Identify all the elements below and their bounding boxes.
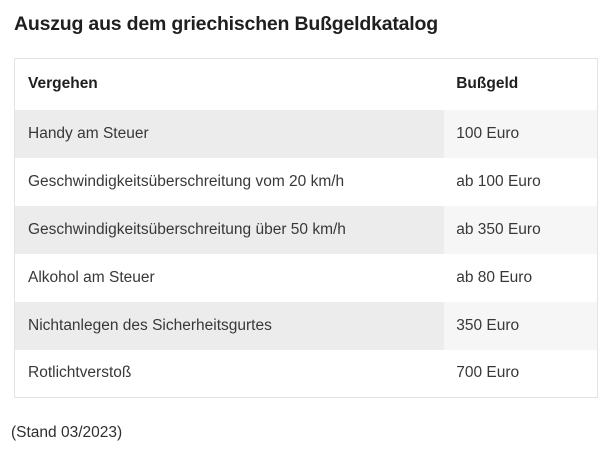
fine-cell: ab 80 Euro [444,253,598,302]
column-header-bussgeld: Bußgeld [444,58,598,110]
table-row: Handy am Steuer 100 Euro [14,109,598,158]
page-title: Auszug aus dem griechischen Bußgeldkatal… [14,13,438,35]
table-row: Nichtanlegen des Sicherheitsgurtes 350 E… [14,301,598,350]
fine-cell: 100 Euro [444,109,598,158]
offense-cell: Alkohol am Steuer [14,253,445,302]
bussgeld-table: Vergehen Bußgeld Handy am Steuer 100 Eur… [14,58,598,398]
fine-cell: ab 350 Euro [444,205,598,254]
column-header-vergehen: Vergehen [14,58,445,110]
fine-cell: 350 Euro [444,301,598,350]
table-row: Geschwindigkeitsüberschreitung über 50 k… [14,205,598,254]
table-row: Geschwindigkeitsüberschreitung vom 20 km… [14,157,598,206]
table-header-row: Vergehen Bußgeld [14,58,598,110]
offense-cell: Rotlichtverstoß [14,349,445,398]
fine-cell: ab 100 Euro [444,157,598,206]
table-row: Alkohol am Steuer ab 80 Euro [14,253,598,302]
offense-cell: Geschwindigkeitsüberschreitung vom 20 km… [14,157,445,206]
offense-cell: Nichtanlegen des Sicherheitsgurtes [14,301,445,350]
status-footnote: (Stand 03/2023) [11,424,123,441]
offense-cell: Geschwindigkeitsüberschreitung über 50 k… [14,205,445,254]
offense-cell: Handy am Steuer [14,109,445,158]
table-row: Rotlichtverstoß 700 Euro [14,349,598,398]
fine-cell: 700 Euro [444,349,598,398]
